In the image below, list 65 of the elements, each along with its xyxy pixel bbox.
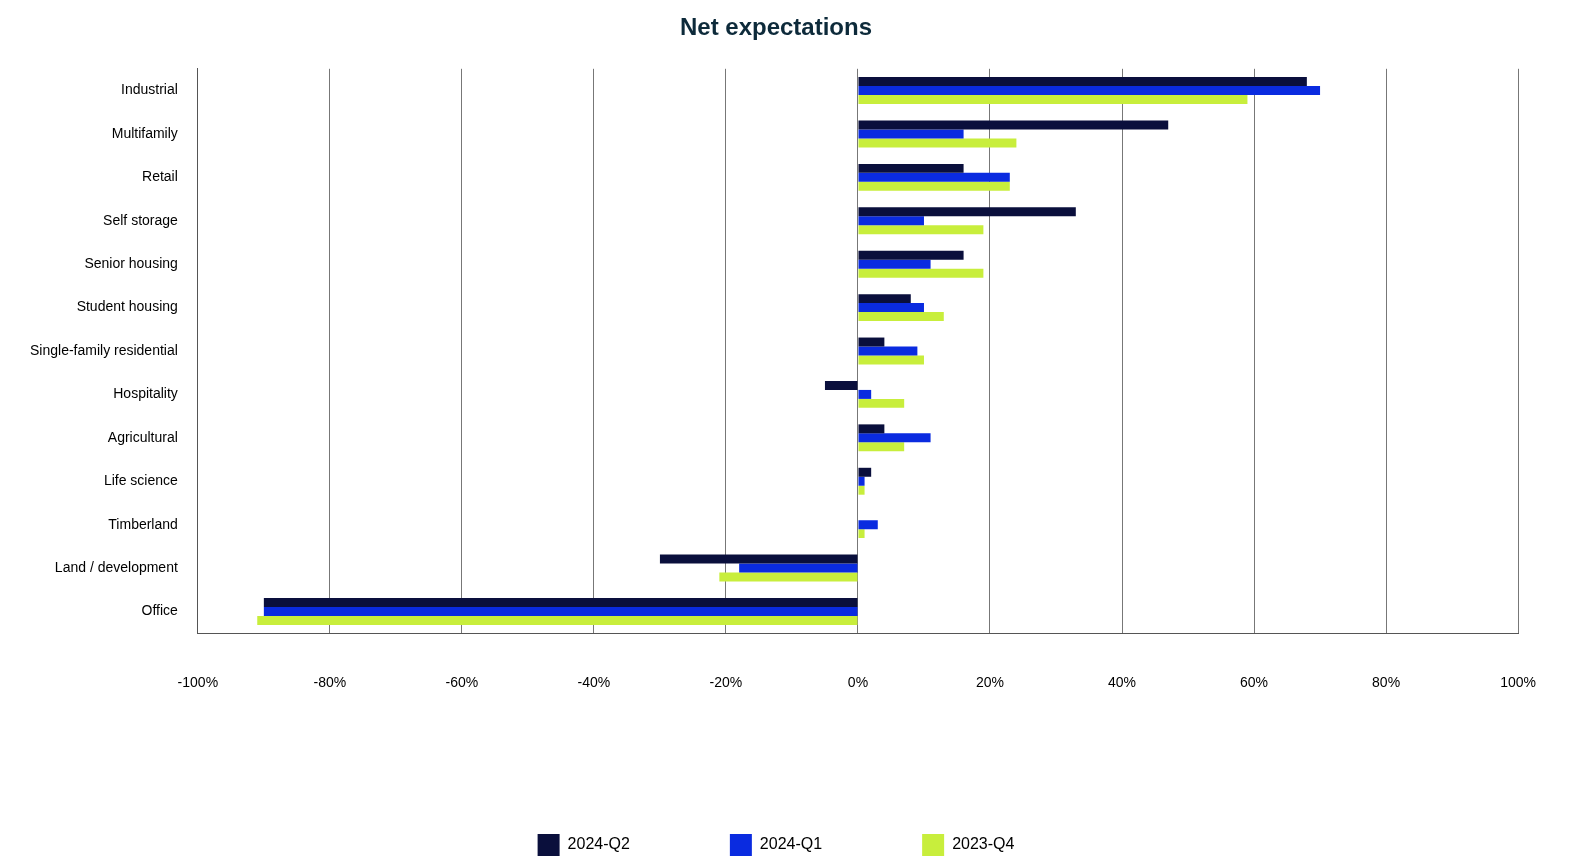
bar <box>858 476 865 486</box>
x-tick-label: -60% <box>445 674 479 691</box>
bar <box>858 398 905 408</box>
bar <box>858 442 905 452</box>
bar <box>858 355 924 365</box>
bar <box>858 86 1321 95</box>
y-tick-label: Retail <box>142 168 178 185</box>
x-tick-label: 60% <box>1240 674 1269 691</box>
bar <box>263 607 858 616</box>
bar <box>257 615 858 625</box>
legend-label: 2024-Q2 <box>567 835 630 853</box>
y-tick-label: Industrial <box>121 81 178 98</box>
bar <box>858 129 964 139</box>
bar <box>858 529 865 539</box>
bar <box>858 433 931 443</box>
bar <box>858 77 1307 87</box>
x-tick-label: 20% <box>975 674 1005 691</box>
y-tick-label: Hospitality <box>113 385 178 402</box>
bar <box>858 337 885 347</box>
bar <box>858 225 984 235</box>
bar <box>739 563 858 573</box>
bar <box>858 259 931 269</box>
bar <box>858 207 1076 217</box>
y-tick-label: Multifamily <box>111 124 178 141</box>
bar <box>858 303 924 313</box>
y-tick-label: Student housing <box>76 298 178 315</box>
x-tick-label: -100% <box>177 674 219 691</box>
bar <box>858 294 911 304</box>
y-tick-label: Office <box>141 602 179 619</box>
x-tick-label: 80% <box>1372 674 1401 691</box>
y-tick-label: Life science <box>103 472 179 489</box>
bar <box>858 216 924 226</box>
bar <box>858 172 1010 182</box>
y-tick-label: Senior housing <box>84 255 178 272</box>
bar <box>263 598 858 608</box>
legend-label: 2024-Q1 <box>759 835 823 853</box>
y-tick-label: Land / development <box>54 558 178 575</box>
x-tick-label: -20% <box>709 674 743 691</box>
bar <box>858 424 885 434</box>
bar <box>858 312 944 322</box>
y-tick-label: Timberland <box>108 515 178 532</box>
bar <box>858 181 1010 191</box>
bar <box>858 163 964 173</box>
bar <box>858 520 878 530</box>
x-tick-label: 40% <box>1108 674 1137 691</box>
bar <box>858 467 872 477</box>
bar <box>858 268 984 278</box>
bar <box>858 120 1169 130</box>
chart-title: Net expectations <box>679 13 873 41</box>
y-tick-label: Agricultural <box>107 428 178 445</box>
bar <box>858 138 1017 148</box>
bar <box>858 485 865 495</box>
bar <box>719 572 858 582</box>
bar <box>858 94 1248 104</box>
x-tick-label: 100% <box>1500 674 1536 691</box>
y-tick-label: Single-family residential <box>30 341 178 358</box>
x-tick-label: 0% <box>847 674 869 691</box>
bar <box>858 389 872 399</box>
bar <box>858 250 964 260</box>
legend-label: 2023-Q4 <box>952 835 1015 853</box>
y-tick-label: Self storage <box>103 211 179 228</box>
x-tick-label: -40% <box>577 674 611 691</box>
bar <box>824 380 858 390</box>
x-tick-label: -80% <box>313 674 347 691</box>
bar <box>659 554 858 564</box>
